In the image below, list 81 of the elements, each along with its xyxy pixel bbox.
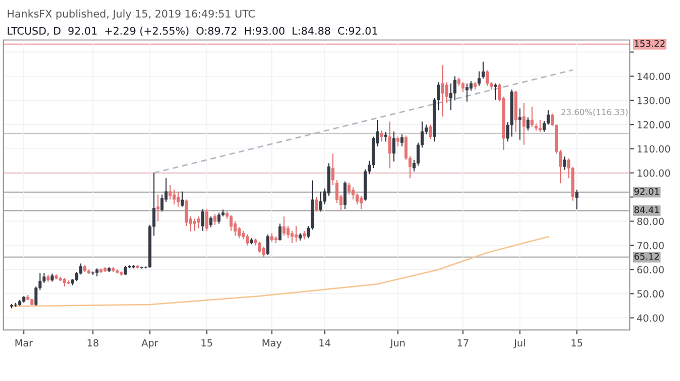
x-tick-label: 14 bbox=[320, 339, 330, 346]
candlestick bbox=[445, 82, 448, 104]
candlestick bbox=[160, 194, 164, 212]
candlestick bbox=[388, 121, 392, 169]
chart-title: HanksFX published, July 15, 2019 16:49:51 UTC bbox=[8, 10, 255, 20]
x-tick-label: May bbox=[262, 339, 282, 348]
candlestick bbox=[392, 131, 396, 162]
candlestick bbox=[428, 124, 432, 140]
candlestick bbox=[156, 194, 160, 222]
candlestick bbox=[209, 216, 212, 228]
candlestick bbox=[449, 82, 452, 111]
x-tick-label: 15 bbox=[572, 339, 582, 346]
candlestick bbox=[380, 130, 384, 142]
candlestick bbox=[319, 191, 322, 212]
candlestick bbox=[563, 156, 566, 170]
y-tick-label: 140.00 bbox=[638, 72, 670, 80]
candlestick bbox=[217, 212, 220, 224]
ref-line-label: 65.12 bbox=[634, 252, 659, 260]
candlestick bbox=[286, 225, 290, 239]
x-tick-label: Jun bbox=[390, 339, 405, 348]
x-tick-label: 18 bbox=[88, 339, 98, 346]
candlestick bbox=[384, 131, 388, 142]
candlestick bbox=[396, 136, 400, 147]
candlestick bbox=[360, 195, 363, 210]
candlestick bbox=[575, 189, 578, 210]
candlestick bbox=[356, 192, 359, 205]
chart-subtitle: LTCUSD, D 92.01 +2.29 (+2.55%) O:89.72 H:93.00 L:84.88 C:92.01 bbox=[8, 26, 378, 36]
annotation: 23.60%(116.33) bbox=[561, 108, 628, 116]
candlestick bbox=[278, 223, 282, 242]
candlestick bbox=[176, 192, 180, 208]
candlestick bbox=[343, 180, 347, 210]
candlestick bbox=[400, 134, 404, 147]
y-tick-label: 80.00 bbox=[637, 218, 664, 226]
candlestick bbox=[172, 189, 176, 205]
candlestick bbox=[352, 186, 355, 200]
candlestick bbox=[486, 70, 489, 86]
candlestick bbox=[168, 184, 172, 200]
candlestick bbox=[184, 198, 188, 227]
candlestick bbox=[290, 230, 294, 244]
candlestick bbox=[246, 234, 249, 246]
x-tick-label: Apr bbox=[141, 339, 158, 348]
candlestick bbox=[193, 218, 196, 232]
candlestick bbox=[201, 208, 204, 232]
candlestick bbox=[522, 102, 526, 146]
candlestick bbox=[441, 64, 444, 118]
x-tick-label: 15 bbox=[202, 339, 212, 346]
line-series bbox=[10, 236, 550, 307]
candlestick bbox=[262, 246, 266, 258]
candlestick bbox=[538, 119, 542, 132]
candlestick bbox=[470, 80, 473, 92]
y-tick-label: 100.00 bbox=[638, 169, 670, 177]
candlestick bbox=[282, 216, 286, 236]
y-tick-label: 40.00 bbox=[637, 314, 664, 322]
candlestick bbox=[465, 82, 469, 102]
candlestick bbox=[258, 241, 262, 254]
candlestick bbox=[348, 182, 351, 196]
ref-line-label: 153.22 bbox=[634, 40, 665, 47]
ref-line-label: 84.41 bbox=[634, 206, 659, 214]
y-tick-label: 120.00 bbox=[638, 121, 670, 128]
candlestick bbox=[530, 106, 534, 128]
y-tick-label: 60.00 bbox=[637, 266, 664, 274]
candlestick bbox=[205, 208, 208, 232]
candlestick bbox=[266, 234, 270, 256]
candlestick bbox=[180, 190, 184, 208]
candlestick bbox=[518, 108, 522, 140]
y-tick-label: 110.00 bbox=[638, 145, 670, 153]
candlestick bbox=[294, 225, 298, 242]
x-tick-label: 17 bbox=[458, 339, 468, 346]
y-tick-label: 50.00 bbox=[637, 290, 664, 298]
candlestick bbox=[197, 216, 200, 230]
candlestick bbox=[461, 82, 464, 93]
candlestick bbox=[213, 213, 216, 226]
y-tick-label: 70.00 bbox=[637, 242, 664, 250]
candlestick bbox=[315, 196, 318, 212]
candlestick bbox=[230, 214, 233, 232]
candlestick bbox=[494, 82, 498, 100]
x-tick-label: Jul bbox=[514, 338, 525, 348]
x-tick-label: Mar bbox=[16, 339, 33, 346]
candlestick bbox=[526, 116, 530, 132]
ref-line-label: 92.01 bbox=[634, 188, 659, 195]
y-tick-label: 130.00 bbox=[638, 96, 670, 104]
